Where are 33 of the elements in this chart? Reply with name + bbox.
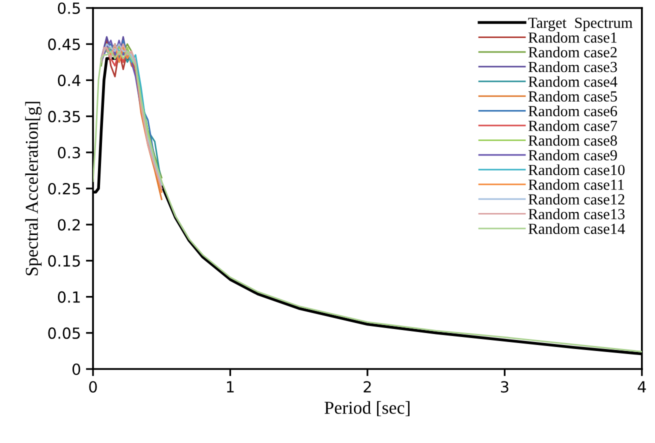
legend-label: Random case11 bbox=[528, 179, 624, 190]
x-tick-label: 2 bbox=[364, 381, 371, 392]
y-tick-label: 0 bbox=[72, 363, 80, 376]
legend-label: Random case14 bbox=[528, 223, 625, 234]
legend-label: Target Spectrum bbox=[528, 18, 632, 32]
y-tick-label: 0.4 bbox=[58, 74, 80, 86]
y-tick-label: 0.5 bbox=[58, 2, 80, 14]
x-tick-label: 0 bbox=[89, 381, 97, 393]
legend-label: Random case7 bbox=[528, 120, 618, 132]
legend-label: Random case13 bbox=[528, 208, 625, 220]
y-tick-label: 0.35 bbox=[48, 110, 80, 122]
legend-label: Random case10 bbox=[528, 164, 625, 176]
legend-label: Random case8 bbox=[528, 134, 617, 146]
legend-label: Random case5 bbox=[528, 90, 617, 102]
legend-label: Random case3 bbox=[528, 61, 617, 72]
y-tick-label: 0.1 bbox=[58, 291, 80, 303]
legend-label: Random case4 bbox=[528, 76, 618, 87]
legend-label: Random case2 bbox=[528, 46, 617, 58]
y-tick-label: 0.3 bbox=[58, 146, 80, 158]
legend-label: Random case1 bbox=[528, 32, 617, 43]
y-tick-label: 0.2 bbox=[58, 219, 80, 231]
y-tick-label: 0.15 bbox=[48, 255, 80, 267]
legend-label: Random case9 bbox=[528, 150, 617, 160]
legend-label: Random case12 bbox=[528, 194, 624, 205]
x-axis-title: Period [sec] bbox=[324, 401, 410, 416]
x-tick-label: 1 bbox=[227, 381, 234, 392]
x-tick-label: 3 bbox=[500, 381, 508, 393]
legend-label: Random case6 bbox=[528, 106, 618, 116]
y-tick-label: 0.45 bbox=[48, 38, 80, 50]
y-tick-label: 0.25 bbox=[48, 182, 80, 195]
y-axis-title: Spectral Acceleration[g] bbox=[25, 102, 42, 276]
y-tick-label: 0.05 bbox=[48, 327, 80, 339]
x-tick-label: 4 bbox=[638, 381, 646, 392]
